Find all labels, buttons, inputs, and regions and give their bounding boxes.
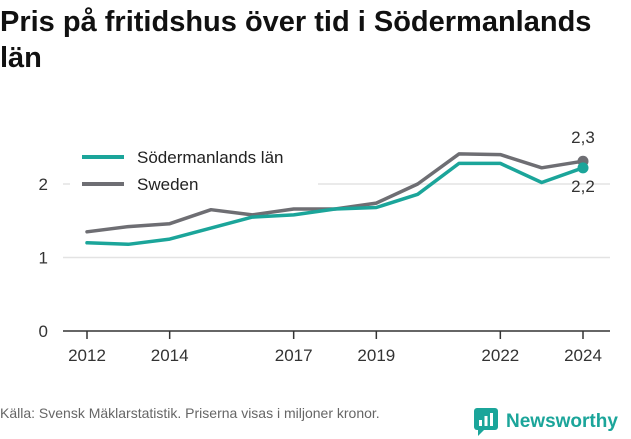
y-tick-label: 1 xyxy=(39,249,48,268)
x-axis: 2012 2014 2017 2019 2022 2024 xyxy=(63,330,610,365)
line-chart: 2012 2014 2017 2019 2022 2024 0 1 2 2,3 2,2 Söde… xyxy=(39,128,610,365)
series-line-sodermanlands-lan xyxy=(85,161,585,247)
x-tick-label: 2014 xyxy=(151,346,189,365)
x-tick-label: 2019 xyxy=(357,346,395,365)
legend: Södermanlands län Sweden xyxy=(70,140,318,198)
legend-label: Södermanlands län xyxy=(137,148,283,167)
brand-name: Newsworthy xyxy=(506,411,618,432)
source-note: Källa: Svensk Mäklarstatistik. Priserna … xyxy=(0,405,380,421)
legend-label: Sweden xyxy=(137,175,198,194)
x-tick-label: 2024 xyxy=(564,346,602,365)
y-tick-label: 0 xyxy=(39,322,48,341)
x-tick-label: 2022 xyxy=(481,346,519,365)
series-lines xyxy=(85,152,589,247)
legend-background xyxy=(70,140,318,198)
brand-logo: Newsworthy xyxy=(474,408,618,436)
end-label-sodermanlands-lan: 2,2 xyxy=(571,177,595,196)
y-tick-label: 2 xyxy=(39,175,48,194)
newsworthy-icon xyxy=(474,408,498,436)
chart-title: Pris på fritidshus över tid i Södermanla… xyxy=(0,6,592,74)
y-axis: 0 1 2 xyxy=(39,175,48,341)
end-label-sweden: 2,3 xyxy=(571,128,595,147)
end-labels: 2,3 2,2 xyxy=(571,128,595,196)
x-tick-label: 2012 xyxy=(68,346,106,365)
end-point xyxy=(577,162,589,174)
x-tick-label: 2017 xyxy=(275,346,313,365)
